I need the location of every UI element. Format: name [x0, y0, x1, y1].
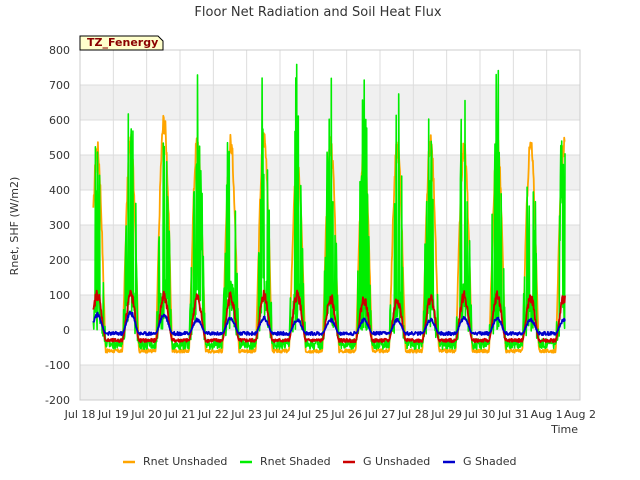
- axes: [79, 49, 581, 401]
- badge-label: TZ_Fenergy: [87, 36, 158, 49]
- y-tick-label: 300: [49, 219, 70, 232]
- plot-band: [80, 85, 580, 120]
- x-tick-label: Jul 29: [430, 408, 462, 421]
- x-tick-labels: Jul 18 Jul 19 Jul 20 Jul 21 Jul 22 Jul 23 Jul …: [64, 408, 596, 421]
- y-tick-label: 500: [49, 149, 70, 162]
- series-line-g-unshaded: [92, 289, 566, 344]
- x-tick-label: Jul 25: [297, 408, 329, 421]
- series-line-g-shaded: [92, 310, 566, 337]
- series-line-rnet-shaded: [92, 63, 566, 350]
- legend-label: Rnet Shaded: [260, 455, 331, 468]
- y-tick-label: 700: [49, 79, 70, 92]
- x-tick-label: Jul 20: [130, 408, 162, 421]
- legend: Rnet Unshaded Rnet Shaded G Unshaded G Shad…: [123, 455, 516, 468]
- x-tick-label: Jul 28: [397, 408, 429, 421]
- legend-item: Rnet Shaded: [240, 455, 331, 468]
- x-tick-label: Jul 27: [364, 408, 396, 421]
- x-tick-label: Jul 18: [64, 408, 96, 421]
- y-tick-label: -100: [45, 359, 70, 372]
- legend-item: Rnet Unshaded: [123, 455, 227, 468]
- x-tick-label: Jul 24: [264, 408, 296, 421]
- x-tick-label: Aug 1: [531, 408, 563, 421]
- legend-label: G Unshaded: [363, 455, 430, 468]
- y-axis-label: Rnet, SHF (W/m2): [8, 177, 21, 276]
- y-tick-label: 200: [49, 254, 70, 267]
- x-tick-label: Jul 19: [97, 408, 129, 421]
- x-tick-label: Jul 26: [330, 408, 362, 421]
- x-tick-label: Jul 30: [464, 408, 496, 421]
- y-tick-label: 800: [49, 44, 70, 57]
- x-tick-label: Aug 2: [564, 408, 596, 421]
- chart-title: Floor Net Radiation and Soil Heat Flux: [194, 5, 441, 20]
- y-tick-label: 400: [49, 184, 70, 197]
- x-tick-label: Jul 22: [197, 408, 229, 421]
- legend-item: G Unshaded: [343, 455, 430, 468]
- plot-band: [80, 365, 580, 400]
- x-tick-label: Jul 21: [164, 408, 196, 421]
- legend-label: G Shaded: [463, 455, 516, 468]
- y-tick-label: 100: [49, 289, 70, 302]
- badge: TZ_Fenergy: [79, 35, 164, 51]
- x-tick-label: Jul 31: [497, 408, 529, 421]
- series-layer: [92, 63, 566, 354]
- y-tick-label: -200: [45, 394, 70, 407]
- plot-frame: [79, 49, 581, 401]
- legend-item: G Shaded: [443, 455, 516, 468]
- badge-box: [79, 35, 164, 51]
- y-tick-label: 600: [49, 114, 70, 127]
- x-axis-label: Time: [550, 423, 578, 436]
- legend-label: Rnet Unshaded: [143, 455, 227, 468]
- x-tick-label: Jul 23: [230, 408, 262, 421]
- y-tick-labels: -200 -100 0 100 200 300 400 500 600 700 800: [45, 44, 70, 407]
- y-tick-label: 0: [63, 324, 70, 337]
